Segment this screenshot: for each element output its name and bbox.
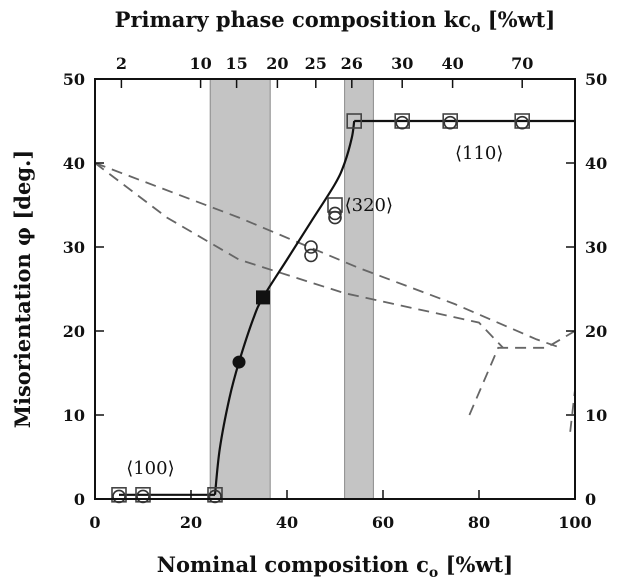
annotation-label: ⟨320⟩ xyxy=(345,195,393,216)
plot-frame xyxy=(94,78,576,500)
open-circle-marker xyxy=(304,248,318,263)
top-tick-label: 15 xyxy=(225,54,247,73)
open-circle-marker xyxy=(112,489,126,504)
top-tick-label: 25 xyxy=(305,54,327,73)
shaded-region-1 xyxy=(209,78,271,500)
top-tick-label: 30 xyxy=(391,54,413,73)
top-tick-label: 10 xyxy=(189,54,211,73)
filled-square-marker xyxy=(256,290,270,305)
annotations: ⟨100⟩ ⟨320⟩ ⟨110⟩ xyxy=(126,143,503,479)
top-tick-label: 70 xyxy=(511,54,533,73)
y-tick-label-left: 40 xyxy=(63,154,85,173)
open-circle-marker xyxy=(208,489,222,504)
top-tick-label: 2 xyxy=(116,54,127,73)
x-tick-label: 80 xyxy=(468,513,490,532)
y-tick-label-right: 40 xyxy=(585,154,607,173)
y-tick-label-right: 0 xyxy=(585,490,596,509)
y-axis-title: Misorientation φ [deg.] xyxy=(10,150,35,429)
dashed-line-1 xyxy=(94,162,561,349)
filled-circle-marker xyxy=(232,355,246,369)
fit-curve xyxy=(213,120,356,495)
top-tick-label: 26 xyxy=(341,54,363,73)
x-tick-label: 60 xyxy=(372,513,394,532)
y-tick-label-right: 30 xyxy=(585,238,607,257)
x-tick-label: 0 xyxy=(89,513,100,532)
top-axis-title: Primary phase composition kco [%wt] xyxy=(115,7,556,36)
shaded-regions xyxy=(209,78,374,500)
open-circle-marker xyxy=(395,115,410,130)
y-tick-label-left: 30 xyxy=(63,238,85,257)
x-tick-label: 40 xyxy=(276,513,298,532)
y-tick-label-right: 10 xyxy=(585,406,607,425)
dashed-line-3 xyxy=(468,330,576,416)
open-square-marker xyxy=(346,113,363,129)
shaded-region-2 xyxy=(344,78,374,500)
y-tick-label-left: 0 xyxy=(74,490,85,509)
open-circle-marker xyxy=(328,206,342,221)
top-tick-label: 40 xyxy=(441,54,463,73)
y-tick-label-right: 50 xyxy=(585,70,607,89)
x-tick-label: 100 xyxy=(558,513,591,532)
y-tick-label-left: 20 xyxy=(63,322,85,341)
open-circle-marker xyxy=(328,210,342,225)
y-tick-label-right: 20 xyxy=(585,322,607,341)
open-circle-marker xyxy=(443,115,458,130)
dashed-line-2 xyxy=(94,162,504,349)
y-tick-label-left: 10 xyxy=(63,406,85,425)
open-circle-marker xyxy=(136,489,150,504)
x-tick-label: 20 xyxy=(180,513,202,532)
dashed-boundary-lines xyxy=(94,162,576,432)
annotation-label: ⟨110⟩ xyxy=(455,143,503,164)
x-axis-title: Nominal composition co [%wt] xyxy=(157,552,513,581)
open-circle-marker xyxy=(304,240,318,254)
y-tick-label-left: 50 xyxy=(63,70,85,89)
top-tick-label: 20 xyxy=(266,54,288,73)
annotation-label: ⟨100⟩ xyxy=(126,458,174,479)
open-circle-marker xyxy=(515,115,530,130)
fit-lines xyxy=(119,119,575,496)
data-markers xyxy=(111,113,531,504)
